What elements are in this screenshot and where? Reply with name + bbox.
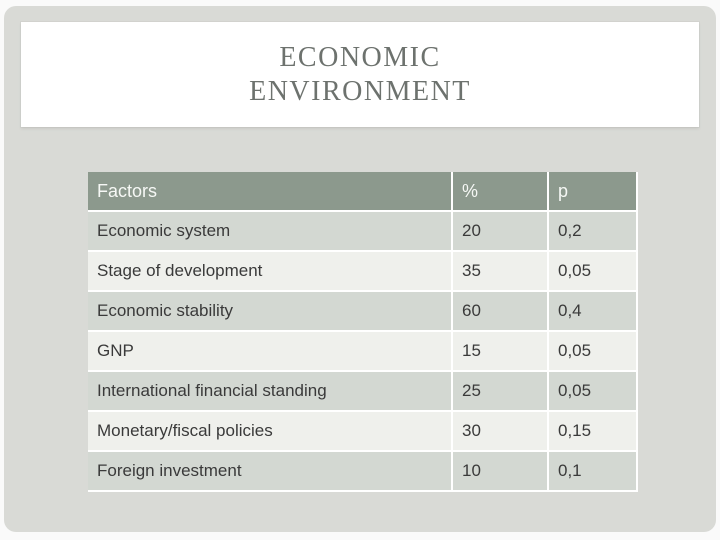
cell-factor: GNP	[88, 330, 453, 371]
cell-p: 0,1	[548, 450, 638, 492]
cell-factor: Foreign investment	[88, 450, 453, 492]
cell-factor: Economic system	[88, 210, 453, 251]
cell-factor: Economic stability	[88, 290, 453, 331]
title-box: ECONOMIC ENVIRONMENT	[21, 22, 699, 127]
cell-percent: 35	[452, 250, 549, 291]
cell-percent: 60	[452, 290, 549, 331]
table-row: International financial standing 25 0,05	[88, 370, 638, 411]
table-row: GNP 15 0,05	[88, 330, 638, 371]
cell-percent: 30	[452, 410, 549, 451]
cell-percent: 20	[452, 210, 549, 251]
col-header-factors: Factors	[88, 172, 453, 211]
table-row: Stage of development 35 0,05	[88, 250, 638, 291]
cell-percent: 25	[452, 370, 549, 411]
cell-p: 0,4	[548, 290, 638, 331]
col-header-percent: %	[452, 172, 549, 211]
slide: ECONOMIC ENVIRONMENT Factors % p Economi…	[4, 6, 716, 532]
table-row: Economic system 20 0,2	[88, 210, 638, 251]
table-row: Economic stability 60 0,4	[88, 290, 638, 331]
cell-p: 0,2	[548, 210, 638, 251]
col-header-p: p	[548, 172, 638, 211]
cell-percent: 15	[452, 330, 549, 371]
cell-p: 0,15	[548, 410, 638, 451]
table-row: Foreign investment 10 0,1	[88, 450, 638, 492]
slide-title-line-1: ECONOMIC	[279, 41, 441, 73]
cell-factor: Monetary/fiscal policies	[88, 410, 453, 451]
cell-factor: Stage of development	[88, 250, 453, 291]
slide-title-line-2: ENVIRONMENT	[249, 75, 471, 107]
table-header-row: Factors % p	[88, 172, 638, 211]
table-body: Economic system 20 0,2 Stage of development…	[88, 210, 638, 492]
cell-p: 0,05	[548, 330, 638, 371]
factors-table: Factors % p Economic system 20 0,2 Stage of…	[88, 172, 638, 492]
cell-p: 0,05	[548, 370, 638, 411]
table-row: Monetary/fiscal policies 30 0,15	[88, 410, 638, 451]
cell-p: 0,05	[548, 250, 638, 291]
cell-factor: International financial standing	[88, 370, 453, 411]
cell-percent: 10	[452, 450, 549, 492]
